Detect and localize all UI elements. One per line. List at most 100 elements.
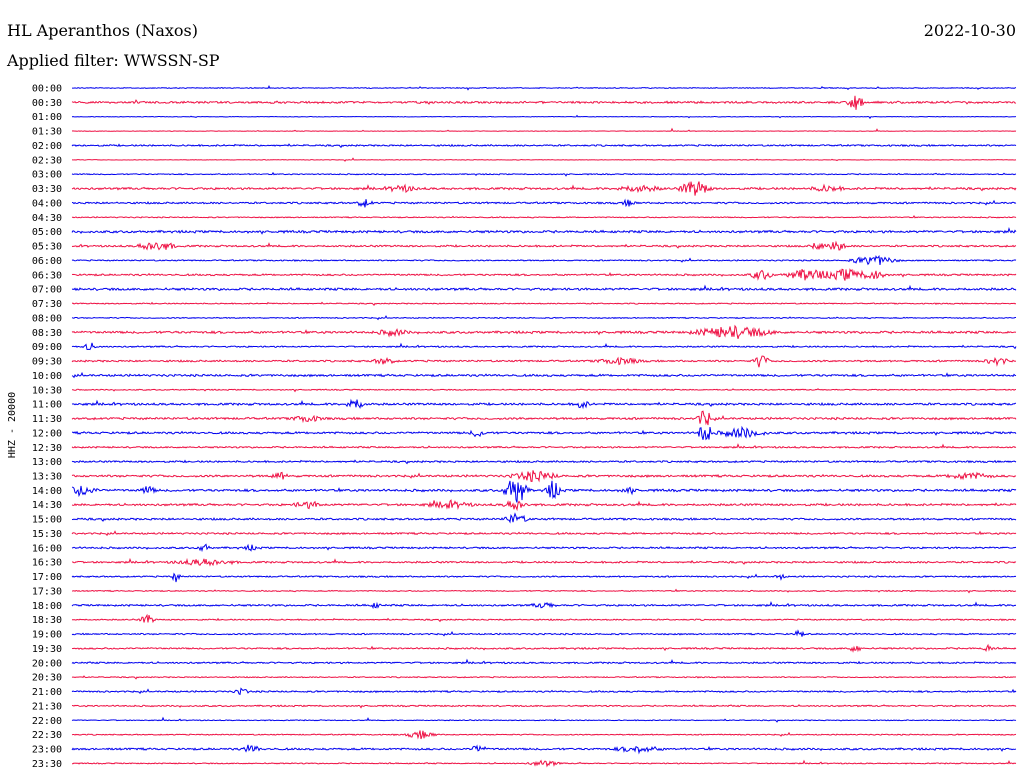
row-time-label: 14:00 xyxy=(32,486,62,497)
trace-line xyxy=(71,459,1017,465)
row-time-label: 11:30 xyxy=(32,414,62,425)
trace-line xyxy=(71,443,1017,449)
trace-line xyxy=(71,425,1017,441)
trace-line xyxy=(71,324,1017,339)
row-time-label: 15:30 xyxy=(32,529,62,540)
row-time-label: 21:30 xyxy=(32,701,62,712)
row-time-label: 11:00 xyxy=(32,400,62,411)
row-time-label: 01:30 xyxy=(32,127,62,138)
row-time-label: 05:30 xyxy=(32,242,62,253)
trace-line xyxy=(71,730,1017,740)
trace-line xyxy=(71,342,1017,351)
trace-line xyxy=(71,143,1017,149)
row-time-label: 22:00 xyxy=(32,716,62,727)
row-time-label: 21:00 xyxy=(32,687,62,698)
row-time-label: 19:30 xyxy=(32,644,62,655)
trace-line xyxy=(71,410,1017,426)
row-time-label: 19:00 xyxy=(32,630,62,641)
row-time-label: 15:00 xyxy=(32,515,62,526)
row-time-label: 08:30 xyxy=(32,328,62,339)
row-time-label: 17:30 xyxy=(32,586,62,597)
trace-line xyxy=(71,530,1017,537)
trace-line xyxy=(71,658,1017,665)
row-time-label: 06:00 xyxy=(32,256,62,267)
y-axis-label: HHZ - 20000 xyxy=(7,392,18,458)
row-time-label: 16:30 xyxy=(32,558,62,569)
row-time-label: 12:00 xyxy=(32,428,62,439)
trace-line xyxy=(71,198,1017,208)
row-time-label: 13:30 xyxy=(32,471,62,482)
row-time-label: 08:00 xyxy=(32,313,62,324)
trace-rows: 00:00 00:30 01:00 01:30 02:00 02:30 03:00 03:30… xyxy=(32,84,1017,770)
trace-line xyxy=(71,480,1017,503)
trace-line xyxy=(71,704,1017,709)
filter-label: Applied filter: WWSSN-SP xyxy=(6,51,220,70)
row-time-label: 22:30 xyxy=(32,730,62,741)
trace-line xyxy=(71,675,1017,680)
trace-line xyxy=(71,95,1017,110)
trace-line xyxy=(71,355,1017,368)
row-time-label: 01:00 xyxy=(32,112,62,123)
trace-line xyxy=(71,268,1017,281)
trace-line xyxy=(71,127,1017,132)
trace-line xyxy=(71,227,1017,235)
row-time-label: 14:30 xyxy=(32,500,62,511)
trace-line xyxy=(71,744,1017,755)
row-time-label: 10:30 xyxy=(32,385,62,396)
trace-line xyxy=(71,371,1017,379)
row-time-label: 23:00 xyxy=(32,745,62,756)
row-time-label: 18:30 xyxy=(32,615,62,626)
trace-line xyxy=(71,214,1017,219)
row-time-label: 02:30 xyxy=(32,155,62,166)
row-time-label: 04:00 xyxy=(32,198,62,209)
row-time-label: 00:00 xyxy=(32,84,62,95)
trace-line xyxy=(71,613,1017,624)
row-time-label: 16:00 xyxy=(32,543,62,554)
trace-line xyxy=(71,543,1017,553)
trace-line xyxy=(71,572,1017,583)
trace-line xyxy=(71,284,1017,292)
row-time-label: 04:30 xyxy=(32,213,62,224)
trace-line xyxy=(71,759,1017,768)
trace-line xyxy=(71,716,1017,723)
trace-line xyxy=(71,181,1017,196)
trace-line xyxy=(71,301,1017,307)
trace-line xyxy=(71,114,1017,120)
trace-line xyxy=(71,687,1017,696)
trace-line xyxy=(71,240,1017,251)
trace-line xyxy=(71,601,1017,610)
row-time-label: 20:30 xyxy=(32,673,62,684)
row-time-label: 05:00 xyxy=(32,227,62,238)
trace-line xyxy=(71,254,1017,266)
trace-line xyxy=(71,512,1017,524)
row-time-label: 09:00 xyxy=(32,342,62,353)
date-label: 2022-10-30 xyxy=(924,21,1016,40)
trace-line xyxy=(71,398,1017,410)
trace-line xyxy=(71,588,1017,594)
row-time-label: 07:00 xyxy=(32,285,62,296)
row-time-label: 12:30 xyxy=(32,443,62,454)
row-time-label: 17:00 xyxy=(32,572,62,583)
row-time-label: 23:30 xyxy=(32,759,62,770)
row-time-label: 13:00 xyxy=(32,457,62,468)
row-time-label: 10:00 xyxy=(32,371,62,382)
trace-line xyxy=(71,171,1017,177)
trace-line xyxy=(71,499,1017,512)
trace-line xyxy=(71,157,1017,162)
row-time-label: 09:30 xyxy=(32,357,62,368)
row-time-label: 07:30 xyxy=(32,299,62,310)
trace-line xyxy=(71,643,1017,653)
trace-line xyxy=(71,315,1017,321)
trace-line xyxy=(71,84,1017,91)
trace-line xyxy=(71,557,1017,567)
row-time-label: 18:00 xyxy=(32,601,62,612)
row-time-label: 03:00 xyxy=(32,170,62,181)
row-time-label: 03:30 xyxy=(32,184,62,195)
station-title: HL Aperanthos (Naxos) xyxy=(7,21,198,40)
row-time-label: 00:30 xyxy=(32,98,62,109)
trace-line xyxy=(71,629,1017,637)
row-time-label: 06:30 xyxy=(32,270,62,281)
trace-line xyxy=(71,470,1017,483)
row-time-label: 20:00 xyxy=(32,658,62,669)
